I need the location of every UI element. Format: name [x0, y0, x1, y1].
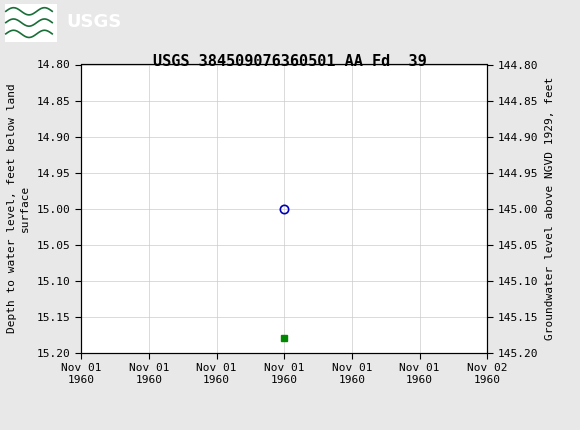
Text: USGS 384509076360501 AA Fd  39: USGS 384509076360501 AA Fd 39: [153, 54, 427, 69]
Y-axis label: Depth to water level, feet below land
surface: Depth to water level, feet below land su…: [7, 84, 30, 333]
Y-axis label: Groundwater level above NGVD 1929, feet: Groundwater level above NGVD 1929, feet: [545, 77, 555, 340]
Legend: Period of approved data: Period of approved data: [178, 428, 390, 430]
Text: USGS: USGS: [67, 12, 122, 31]
FancyBboxPatch shape: [5, 3, 57, 42]
